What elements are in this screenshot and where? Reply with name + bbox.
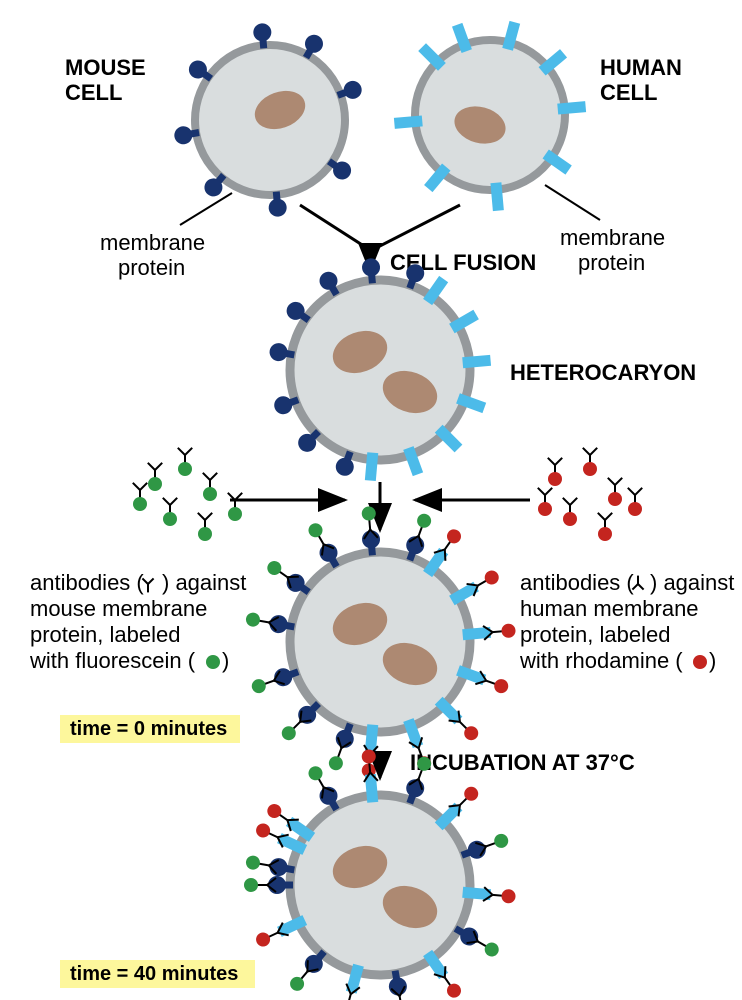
free-antibody-fluorescein xyxy=(178,448,192,476)
mouse-protein xyxy=(263,557,313,600)
free-antibody-fluorescein xyxy=(163,498,177,526)
free-antibody-rhodamine xyxy=(598,513,612,541)
heterocaryon-cell xyxy=(268,258,491,481)
time-40-label: time = 40 minutes xyxy=(70,963,238,985)
free-antibody-rhodamine xyxy=(563,498,577,526)
free-antibody-rhodamine xyxy=(583,448,597,476)
svg-text:antibodies (: antibodies ( xyxy=(30,570,144,595)
mouse-protein xyxy=(286,946,331,995)
human-protein xyxy=(434,696,481,743)
human-protein xyxy=(422,949,464,1000)
free-antibody-fluorescein xyxy=(203,473,217,501)
mouse-cell xyxy=(173,23,364,218)
svg-text:protein: protein xyxy=(118,255,185,280)
human-cell xyxy=(394,21,586,211)
mouse-protein xyxy=(277,697,324,744)
svg-text:CELL: CELL xyxy=(65,80,122,105)
svg-text:membrane: membrane xyxy=(100,230,205,255)
mouse-protein xyxy=(304,763,344,814)
svg-text:CELL: CELL xyxy=(600,80,657,105)
mouse-protein xyxy=(244,876,293,894)
svg-text:protein, labeled: protein, labeled xyxy=(30,622,180,647)
free-antibody-fluorescein xyxy=(148,463,162,491)
human-protein xyxy=(422,527,464,578)
labeled-cell xyxy=(245,506,517,778)
mouse-protein xyxy=(304,520,344,571)
cell-fusion-diagram: MOUSECELLHUMANCELLmembraneproteinmembran… xyxy=(0,0,742,1000)
human-protein xyxy=(265,801,316,843)
svg-text:membrane: membrane xyxy=(560,225,665,250)
svg-text:with fluorescein (: with fluorescein ( xyxy=(29,648,196,673)
free-antibody-rhodamine xyxy=(628,488,642,516)
svg-text:): ) xyxy=(222,648,229,673)
svg-text:): ) xyxy=(709,648,716,673)
svg-text:protein, labeled: protein, labeled xyxy=(520,622,670,647)
incubation-label: INCUBATION AT 37°C xyxy=(410,750,635,775)
heterocaryon-label: HETEROCARYON xyxy=(510,360,696,385)
svg-text:antibodies (: antibodies ( xyxy=(520,570,634,595)
free-antibody-rhodamine xyxy=(548,458,562,486)
free-antibody-rhodamine xyxy=(538,488,552,516)
mouse-protein xyxy=(451,921,502,961)
svg-text:with rhodamine (: with rhodamine ( xyxy=(519,648,683,673)
human-protein xyxy=(434,784,481,831)
svg-text:mouse membrane: mouse membrane xyxy=(30,596,207,621)
svg-text:protein: protein xyxy=(578,250,645,275)
svg-text:) against: ) against xyxy=(650,570,734,595)
free-antibody-fluorescein xyxy=(133,483,147,511)
free-antibody-fluorescein xyxy=(198,513,212,541)
time-0-label: time = 0 minutes xyxy=(70,718,227,740)
human-cell-label: HUMAN xyxy=(600,55,682,80)
mixed-cell xyxy=(244,749,516,1000)
svg-text:) against: ) against xyxy=(162,570,246,595)
svg-text:human membrane: human membrane xyxy=(520,596,699,621)
free-antibody-rhodamine xyxy=(608,478,622,506)
free-antibody-fluorescein xyxy=(228,493,242,521)
mouse-cell-label: MOUSE xyxy=(65,55,146,80)
